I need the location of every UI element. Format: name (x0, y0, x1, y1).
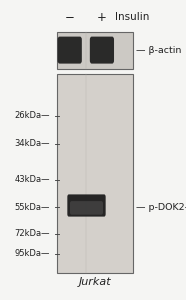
Text: — β-actin: — β-actin (136, 46, 181, 55)
Text: 34kDa—: 34kDa— (15, 140, 50, 148)
FancyBboxPatch shape (58, 37, 82, 64)
Text: 26kDa—: 26kDa— (15, 111, 50, 120)
FancyBboxPatch shape (67, 194, 106, 217)
Text: 43kDa—: 43kDa— (15, 176, 50, 184)
FancyBboxPatch shape (90, 37, 114, 64)
Text: Insulin: Insulin (115, 12, 149, 22)
Text: +: + (97, 11, 107, 24)
Text: 95kDa—: 95kDa— (15, 249, 50, 258)
Text: −: − (65, 11, 75, 24)
FancyBboxPatch shape (70, 201, 103, 215)
Text: Jurkat: Jurkat (78, 277, 111, 287)
Bar (57, 74, 133, 273)
Bar (57, 32, 133, 69)
Text: — p-DOK2-Y299: — p-DOK2-Y299 (136, 202, 186, 211)
Text: 55kDa—: 55kDa— (15, 202, 50, 211)
Text: 72kDa—: 72kDa— (15, 230, 50, 238)
